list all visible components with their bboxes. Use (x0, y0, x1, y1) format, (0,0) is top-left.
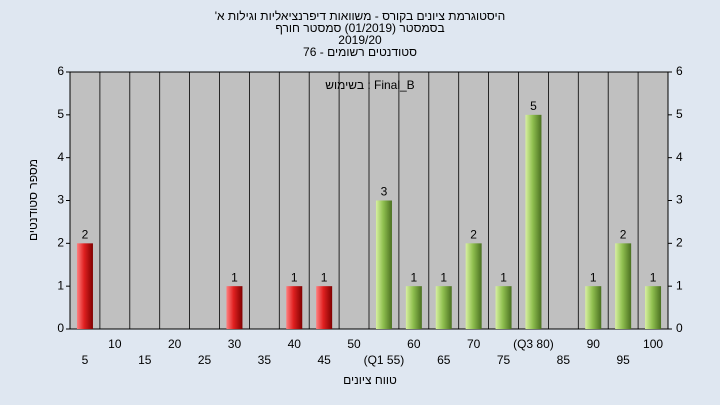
y-tick-label: 4 (57, 150, 64, 164)
value-label: 1 (500, 270, 507, 284)
bar (525, 114, 542, 329)
x-tick-label: 85 (557, 353, 571, 367)
bar (435, 286, 452, 329)
x-tick-label: 30 (228, 337, 242, 351)
x-tick-label: 15 (138, 353, 152, 367)
y2-tick-label: 4 (676, 150, 683, 164)
value-label: 1 (291, 270, 298, 284)
x-tick-label: 10 (108, 337, 122, 351)
value-label: 1 (411, 270, 418, 284)
value-label: 1 (231, 270, 238, 284)
x-tick-label: 40 (288, 337, 302, 351)
y-tick-label: 5 (57, 107, 64, 121)
value-label: 2 (82, 228, 89, 242)
y-tick-label: 1 (57, 278, 64, 292)
bar (316, 286, 333, 329)
bar (76, 243, 93, 329)
bar (226, 286, 243, 329)
plot-frame (69, 71, 669, 330)
value-label: 3 (381, 185, 388, 199)
y-tick-label: 3 (57, 193, 64, 207)
y-tick-label: 0 (57, 321, 64, 335)
bar (645, 286, 662, 329)
value-label: 1 (650, 270, 657, 284)
x-tick-label: 100 (643, 337, 663, 351)
x-tick-label: 65 (437, 353, 451, 367)
y2-tick-label: 5 (676, 107, 683, 121)
value-label: 1 (590, 270, 597, 284)
x-tick-label: 90 (587, 337, 601, 351)
annotation: בשימוש : Final_B (325, 78, 414, 92)
value-label: 1 (440, 270, 447, 284)
bar (375, 200, 392, 329)
y-tick-label: 2 (57, 236, 64, 250)
x-tick-label: 75 (497, 353, 511, 367)
x-tick-label: 70 (467, 337, 481, 351)
value-label: 2 (620, 228, 627, 242)
x-tick-label: (Q1 55) (364, 353, 405, 367)
chart-subtitle: בסמסטר (01/2019) סמסטר חורף (275, 21, 444, 35)
x-tick-label: 95 (616, 353, 630, 367)
bar (286, 286, 303, 329)
x-tick-label: (Q3 80) (513, 337, 554, 351)
value-label: 1 (321, 270, 328, 284)
x-tick-label: 45 (317, 353, 331, 367)
y2-tick-label: 2 (676, 236, 683, 250)
chart-subtitle: סטודנטים רשומים - 76 (303, 45, 417, 59)
bar (585, 286, 602, 329)
bar (405, 286, 422, 329)
bar (495, 286, 512, 329)
x-tick-label: 25 (198, 353, 212, 367)
bar (615, 243, 632, 329)
y2-tick-label: 6 (676, 64, 683, 78)
chart-subtitle: 2019/20 (338, 33, 382, 47)
x-tick-label: 50 (347, 337, 361, 351)
y2-tick-label: 3 (676, 193, 683, 207)
chart-title: היסטוגרמת ציונים בקורס - משוואות דיפרנצי… (215, 9, 506, 23)
x-axis-label: טווח ציונים (343, 373, 397, 387)
y-tick-label: 6 (57, 64, 64, 78)
value-label: 2 (470, 228, 477, 242)
x-tick-label: 60 (407, 337, 421, 351)
y2-tick-label: 0 (676, 321, 683, 335)
y-axis-label: מספר סטודנטים (26, 159, 40, 241)
x-tick-label: 35 (258, 353, 272, 367)
y2-tick-label: 1 (676, 278, 683, 292)
bar (465, 243, 482, 329)
x-tick-label: 5 (82, 353, 89, 367)
x-tick-label: 20 (168, 337, 182, 351)
value-label: 5 (530, 99, 537, 113)
